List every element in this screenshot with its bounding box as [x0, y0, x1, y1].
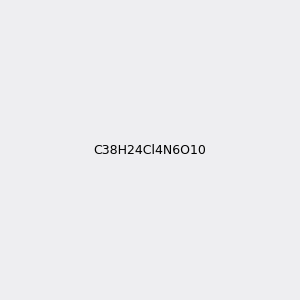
Text: C38H24Cl4N6O10: C38H24Cl4N6O10 [94, 143, 206, 157]
